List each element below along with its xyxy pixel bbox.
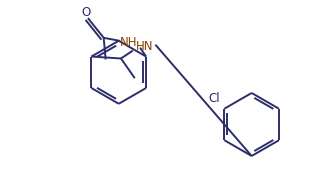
Text: O: O [81,6,91,19]
Text: Cl: Cl [209,92,220,105]
Text: NH: NH [119,36,137,49]
Text: HN: HN [136,40,153,53]
